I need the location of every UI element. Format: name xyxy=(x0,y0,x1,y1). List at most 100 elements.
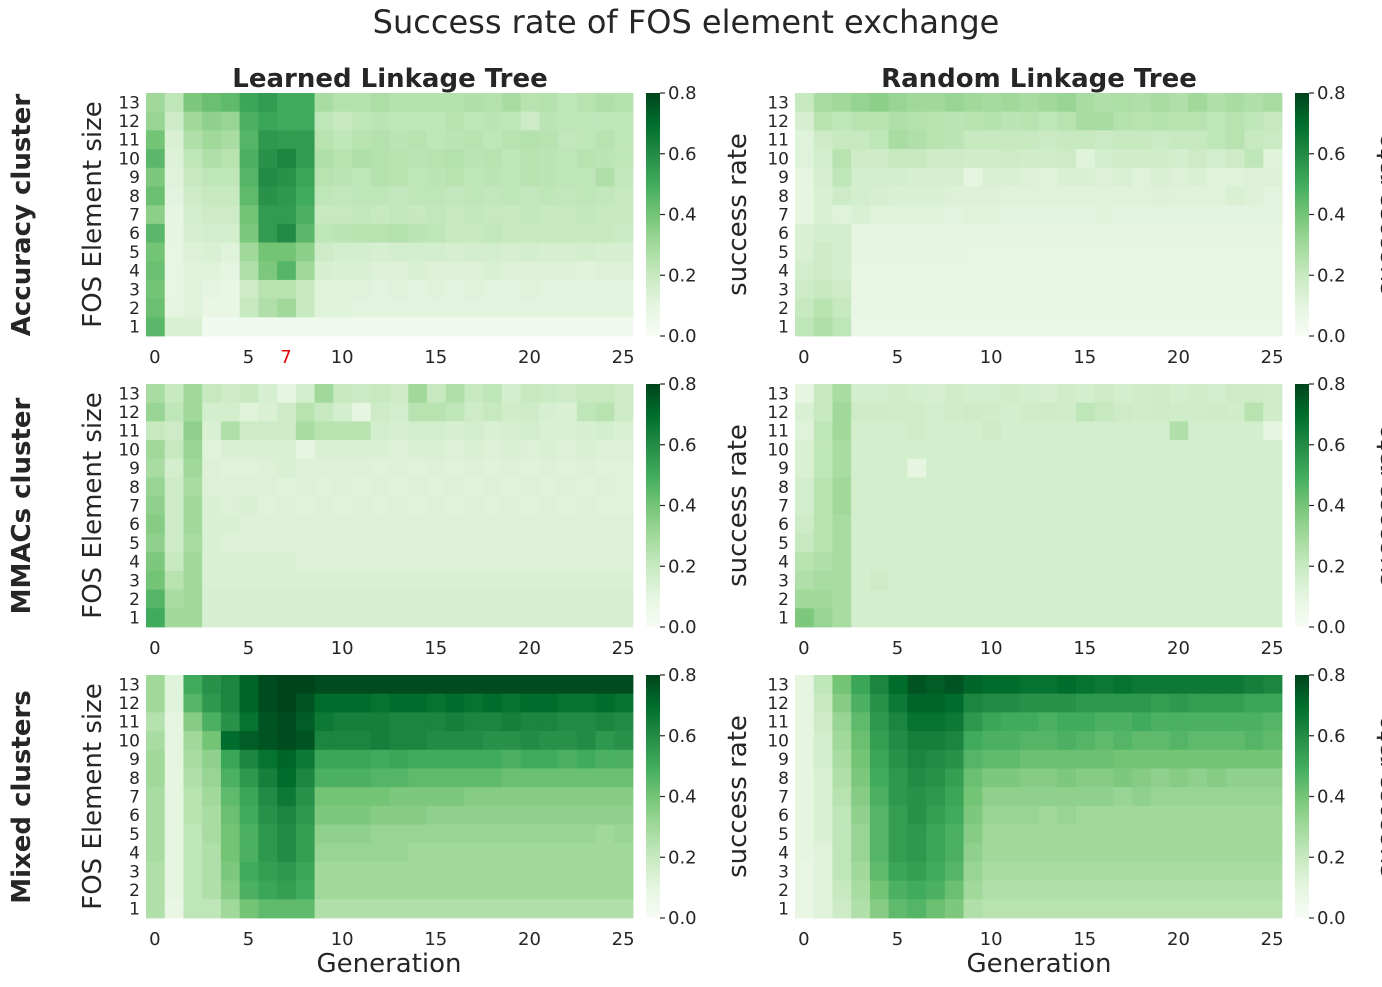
heatmap-cell xyxy=(907,589,927,609)
heatmap-cell xyxy=(1207,421,1227,441)
heatmap-cell xyxy=(314,496,334,516)
heatmap-cell xyxy=(183,712,203,732)
heatmap-cell xyxy=(370,824,390,844)
heatmap-cell xyxy=(370,570,390,591)
heatmap-cell xyxy=(501,384,522,404)
heatmap-cell xyxy=(982,130,1002,150)
heatmap-cell xyxy=(1075,186,1096,206)
heatmap-cell xyxy=(1169,843,1189,863)
heatmap-cell xyxy=(1075,749,1096,769)
heatmap-cell xyxy=(614,298,634,318)
heatmap-cell xyxy=(539,805,559,825)
heatmap-cell xyxy=(558,824,578,844)
heatmap-cell xyxy=(944,514,964,534)
heatmap-cell xyxy=(352,186,372,206)
heatmap-cell xyxy=(963,514,983,534)
heatmap-cell xyxy=(501,843,522,863)
heatmap-cell xyxy=(220,477,241,497)
heatmap-cell xyxy=(1038,533,1058,553)
heatmap-cell xyxy=(1150,402,1171,422)
heatmap-cell xyxy=(520,899,540,919)
heatmap-cell xyxy=(1132,675,1152,695)
heatmap-cell xyxy=(907,167,927,187)
heatmap-cell xyxy=(1263,440,1283,460)
y-tick-label: 11 xyxy=(118,713,140,733)
heatmap-cell xyxy=(813,167,833,187)
heatmap-cell xyxy=(1057,768,1077,788)
heatmap-cell xyxy=(1132,111,1152,131)
heatmap-cell xyxy=(1057,279,1077,300)
heatmap-cell xyxy=(202,205,222,225)
heatmap-cell xyxy=(1263,261,1283,281)
x-tick-label: 20 xyxy=(518,347,541,368)
heatmap-cell xyxy=(445,458,465,478)
heatmap-cell xyxy=(1038,317,1058,337)
heatmap-cell xyxy=(146,731,166,751)
colorbar-tick-label: 0.8 xyxy=(1317,374,1346,395)
heatmap-cell xyxy=(595,477,615,497)
heatmap-cell xyxy=(314,205,334,225)
heatmap-cell xyxy=(813,899,833,919)
heatmap-cell xyxy=(907,533,927,553)
heatmap-cell xyxy=(1094,731,1114,751)
heatmap-cell xyxy=(1188,552,1208,572)
y-tick-label: 1 xyxy=(129,900,140,920)
heatmap-cell xyxy=(963,279,983,300)
heatmap-cell xyxy=(1225,552,1245,572)
heatmap-cell xyxy=(202,675,222,695)
heatmap-cell xyxy=(869,402,890,422)
heatmap-cell xyxy=(520,223,540,243)
heatmap-cell xyxy=(1001,186,1021,206)
row-label-accuracy: Accuracy cluster xyxy=(7,94,37,337)
heatmap-cell xyxy=(202,421,222,441)
heatmap-cell xyxy=(370,186,390,206)
heatmap-cell xyxy=(202,880,222,900)
heatmap-cell xyxy=(795,421,815,441)
y-tick-label: 9 xyxy=(778,459,789,479)
heatmap-cell xyxy=(795,675,815,695)
heatmap-cell xyxy=(851,805,871,825)
heatmap-cell xyxy=(1057,570,1077,591)
y-tick-label: 3 xyxy=(129,571,140,591)
heatmap-cell xyxy=(220,384,241,404)
heatmap-cell xyxy=(258,533,278,553)
heatmap-cell xyxy=(1207,787,1227,807)
heatmap-cell xyxy=(1019,167,1039,187)
heatmap-cell xyxy=(333,496,353,516)
heatmap-cell xyxy=(352,608,372,628)
heatmap-cell xyxy=(314,279,334,300)
heatmap-cell xyxy=(576,589,596,609)
heatmap-cell xyxy=(314,693,334,713)
heatmap-cell xyxy=(1207,458,1227,478)
heatmap-cell xyxy=(1057,749,1077,769)
heatmap-cell xyxy=(576,298,596,318)
heatmap-cell xyxy=(333,880,353,900)
heatmap-cell xyxy=(558,496,578,516)
heatmap-cell xyxy=(982,749,1002,769)
heatmap-cell xyxy=(1263,298,1283,318)
heatmap-cell xyxy=(370,261,390,281)
heatmap-cell xyxy=(576,458,596,478)
y-tick-label: 7 xyxy=(129,497,140,517)
heatmap-cell xyxy=(1225,805,1245,825)
y-tick-label: 8 xyxy=(129,187,140,207)
heatmap-cell xyxy=(220,186,241,206)
heatmap-cell xyxy=(1038,421,1058,441)
heatmap-cell xyxy=(258,167,278,187)
y-tick-label: 7 xyxy=(778,206,789,226)
heatmap-cell xyxy=(295,824,315,844)
heatmap-cell xyxy=(813,552,833,572)
heatmap-cell xyxy=(1132,421,1152,441)
heatmap-cell xyxy=(1001,496,1021,516)
heatmap-cell xyxy=(1207,608,1227,628)
heatmap-cell xyxy=(389,242,409,262)
heatmap-cell xyxy=(183,298,203,318)
y-axis-label: FOS Element size xyxy=(78,101,108,328)
heatmap-cell xyxy=(1132,242,1152,262)
heatmap-cell xyxy=(370,589,390,609)
heatmap-cell xyxy=(352,552,372,572)
heatmap-cell xyxy=(982,552,1002,572)
heatmap-cell xyxy=(314,675,334,695)
colorbar-label: success rate xyxy=(723,133,753,296)
